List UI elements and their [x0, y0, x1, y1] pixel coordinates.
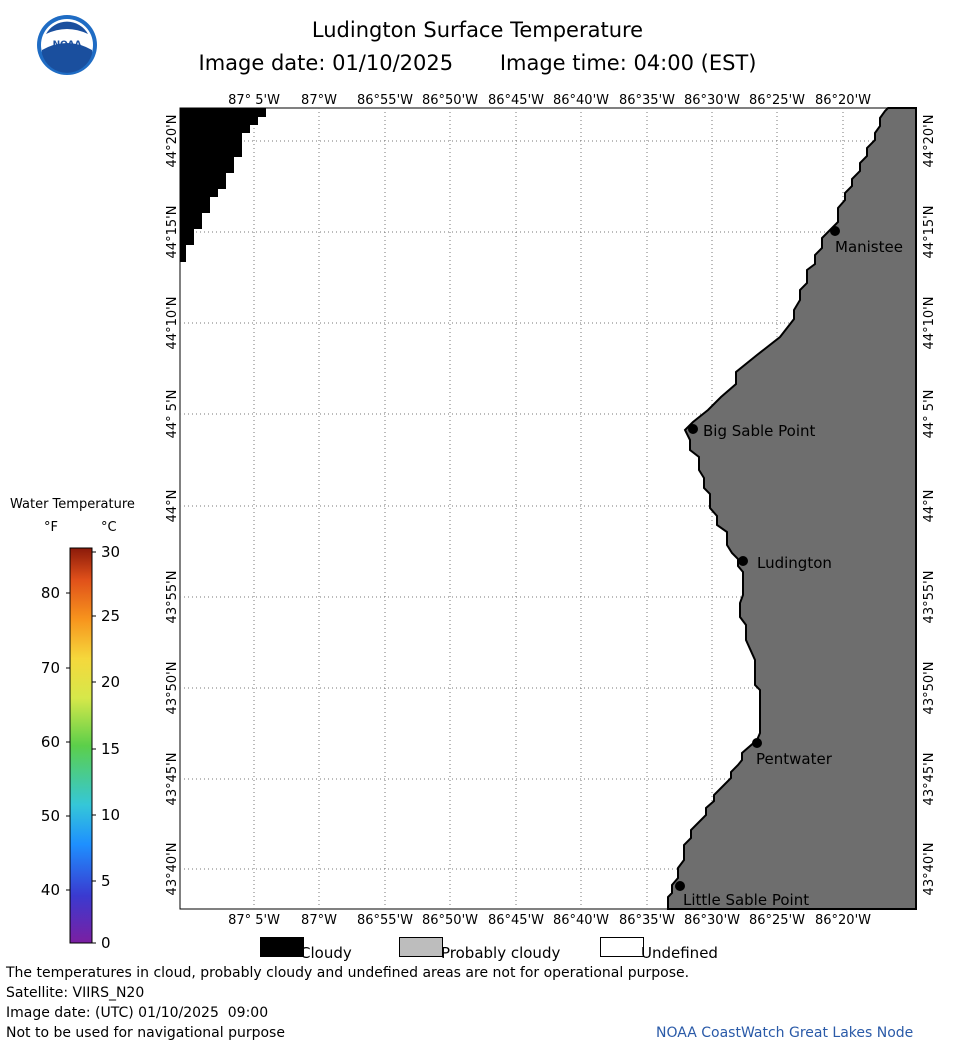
nav-warning-text: Not to be used for navigational purpose: [6, 1025, 285, 1041]
legend-swatch-cloudy: [260, 937, 304, 957]
colorbar-f-tick: 80: [41, 584, 60, 602]
lon-label-bottom: 86°30'W: [684, 913, 740, 928]
lat-label-right: 44°N: [922, 490, 937, 523]
colorbar-unit-f: °F: [44, 520, 58, 535]
colorbar-title: Water Temperature: [10, 497, 135, 512]
noaa-logo-icon: NOAA: [37, 15, 97, 75]
legend-label-probably-cloudy: Probably cloudy: [441, 944, 561, 962]
legend-label-undefined: Undefined: [641, 944, 718, 962]
colorbar: 40 50 60 70 80 0 5 10 15 20 25 30: [41, 543, 120, 952]
lon-label-bottom: 86°50'W: [422, 913, 478, 928]
colorbar-gradient: [69, 547, 93, 944]
lon-label-bottom: 86°40'W: [553, 913, 609, 928]
lon-label-bottom: 86°25'W: [749, 913, 805, 928]
colorbar-c-tick: 25: [101, 607, 120, 625]
colorbar-c-tick: 20: [101, 673, 120, 691]
place-label-big-sable-point: Big Sable Point: [703, 422, 816, 440]
colorbar-c-tick: 5: [101, 872, 111, 890]
place-label-manistee: Manistee: [835, 238, 903, 256]
lat-label-right: 44° 5'N: [922, 390, 937, 439]
lon-label-top: 86°55'W: [357, 93, 413, 108]
place-marker-ludington: [738, 556, 748, 566]
place-marker-big-sable-point: [688, 424, 698, 434]
lon-label-top: 86°50'W: [422, 93, 478, 108]
lat-label-left: 44° 5'N: [165, 390, 180, 439]
lat-label-left: 44°15'N: [165, 206, 180, 259]
lat-label-left: 43°50'N: [165, 662, 180, 715]
lon-label-bottom: 87° 5'W: [228, 913, 280, 928]
lat-label-right: 43°45'N: [922, 753, 937, 806]
lon-label-bottom: 87°W: [301, 913, 337, 928]
colorbar-c-tick: 10: [101, 806, 120, 824]
colorbar-f-tick: 60: [41, 733, 60, 751]
lat-label-left: 43°45'N: [165, 753, 180, 806]
colorbar-f-tick: 70: [41, 659, 60, 677]
lat-label-left: 43°40'N: [165, 843, 180, 896]
legend-swatch-undefined: [600, 937, 644, 957]
utc-date-text: Image date: (UTC) 01/10/2025 09:00: [6, 1005, 269, 1021]
lat-label-left: 44°20'N: [165, 115, 180, 168]
map: 87° 5'W 87°W 86°55'W 86°50'W 86°45'W 86°…: [165, 93, 937, 928]
disclaimer-text: The temperatures in cloud, probably clou…: [6, 965, 690, 981]
lon-label-bottom: 86°55'W: [357, 913, 413, 928]
place-label-pentwater: Pentwater: [756, 750, 833, 768]
place-marker-manistee: [830, 226, 840, 236]
lon-label-top: 86°45'W: [488, 93, 544, 108]
lat-label-right: 44°10'N: [922, 297, 937, 350]
lat-label-left: 43°55'N: [165, 571, 180, 624]
page-title: Ludington Surface Temperature: [311, 18, 644, 42]
lat-label-left: 44°N: [165, 490, 180, 523]
colorbar-c-tick: 30: [101, 543, 120, 561]
logo-text: NOAA: [53, 40, 82, 50]
place-markers: [675, 226, 840, 891]
place-label-ludington: Ludington: [757, 554, 832, 572]
lat-label-right: 44°20'N: [922, 115, 937, 168]
colorbar-f-tick: 50: [41, 807, 60, 825]
lon-label-bottom: 86°45'W: [488, 913, 544, 928]
place-marker-pentwater: [752, 738, 762, 748]
lat-label-left: 44°10'N: [165, 297, 180, 350]
image-time: Image time: 04:00 (EST): [499, 51, 757, 75]
place-marker-little-sable-point: [675, 881, 685, 891]
lat-label-right: 43°55'N: [922, 571, 937, 624]
lon-label-bottom: 86°20'W: [815, 913, 871, 928]
colorbar-c-tick: 15: [101, 740, 120, 758]
lon-label-bottom: 86°35'W: [619, 913, 675, 928]
colorbar-f-tick: 40: [41, 881, 60, 899]
lon-label-top: 86°40'W: [553, 93, 609, 108]
colorbar-unit-c: °C: [101, 520, 117, 535]
cloudy-region: [180, 108, 266, 262]
lon-label-top: 86°30'W: [684, 93, 740, 108]
colorbar-c-tick: 0: [101, 934, 111, 952]
lat-label-right: 43°50'N: [922, 662, 937, 715]
lon-label-top: 87° 5'W: [228, 93, 280, 108]
legend-swatch-probably-cloudy: [399, 937, 443, 957]
lon-label-top: 86°35'W: [619, 93, 675, 108]
lon-label-top: 86°25'W: [749, 93, 805, 108]
credit-text: NOAA CoastWatch Great Lakes Node: [656, 1025, 914, 1041]
satellite-text: Satellite: VIIRS_N20: [6, 985, 145, 1001]
lon-label-top: 87°W: [301, 93, 337, 108]
legend-label-cloudy: Cloudy: [300, 944, 352, 962]
lat-label-right: 44°15'N: [922, 206, 937, 259]
image-date: Image date: 01/10/2025: [198, 51, 454, 75]
land-area: [667, 107, 917, 910]
place-label-little-sable-point: Little Sable Point: [683, 891, 809, 909]
lon-label-top: 86°20'W: [815, 93, 871, 108]
lat-label-right: 43°40'N: [922, 843, 937, 896]
image-date-time: Image date: 01/10/2025 Image time: 04:00…: [0, 51, 955, 75]
